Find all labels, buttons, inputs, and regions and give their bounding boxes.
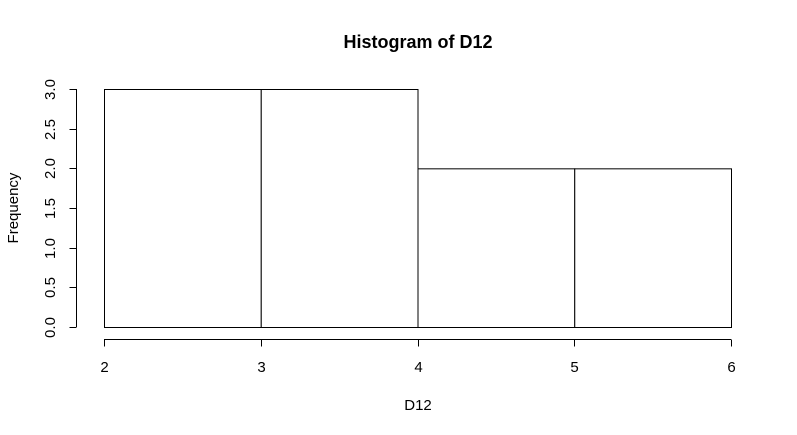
- y-tick-label: 3.0: [42, 79, 59, 100]
- y-tick-label: 2.5: [42, 119, 59, 140]
- y-tick-label: 1.5: [42, 198, 59, 219]
- x-tick-label: 2: [100, 359, 108, 376]
- y-tick-label: 1.0: [42, 238, 59, 259]
- y-axis-label: Frequency: [5, 172, 22, 243]
- x-tick-label: 5: [570, 359, 578, 376]
- y-tick-label: 0.0: [42, 317, 59, 338]
- x-tick-label: 4: [414, 359, 422, 376]
- x-tick-label: 3: [257, 359, 265, 376]
- bars-group: [104, 89, 732, 328]
- histogram-bar-4: [574, 168, 732, 328]
- x-axis-label: D12: [404, 397, 432, 414]
- y-axis: 0.0 0.5 1.0 1.5 2.0 2.5 3.0: [42, 79, 77, 338]
- x-tick-label: 6: [727, 359, 735, 376]
- histogram-bar-2: [260, 89, 419, 328]
- chart-title: Histogram of D12: [343, 32, 492, 52]
- y-tick-label: 0.5: [42, 277, 59, 298]
- y-tick-label: 2.0: [42, 158, 59, 179]
- histogram-bar-3: [417, 168, 576, 328]
- x-axis: 2 3 4 5 6: [100, 339, 736, 376]
- histogram-bar-1: [104, 89, 262, 328]
